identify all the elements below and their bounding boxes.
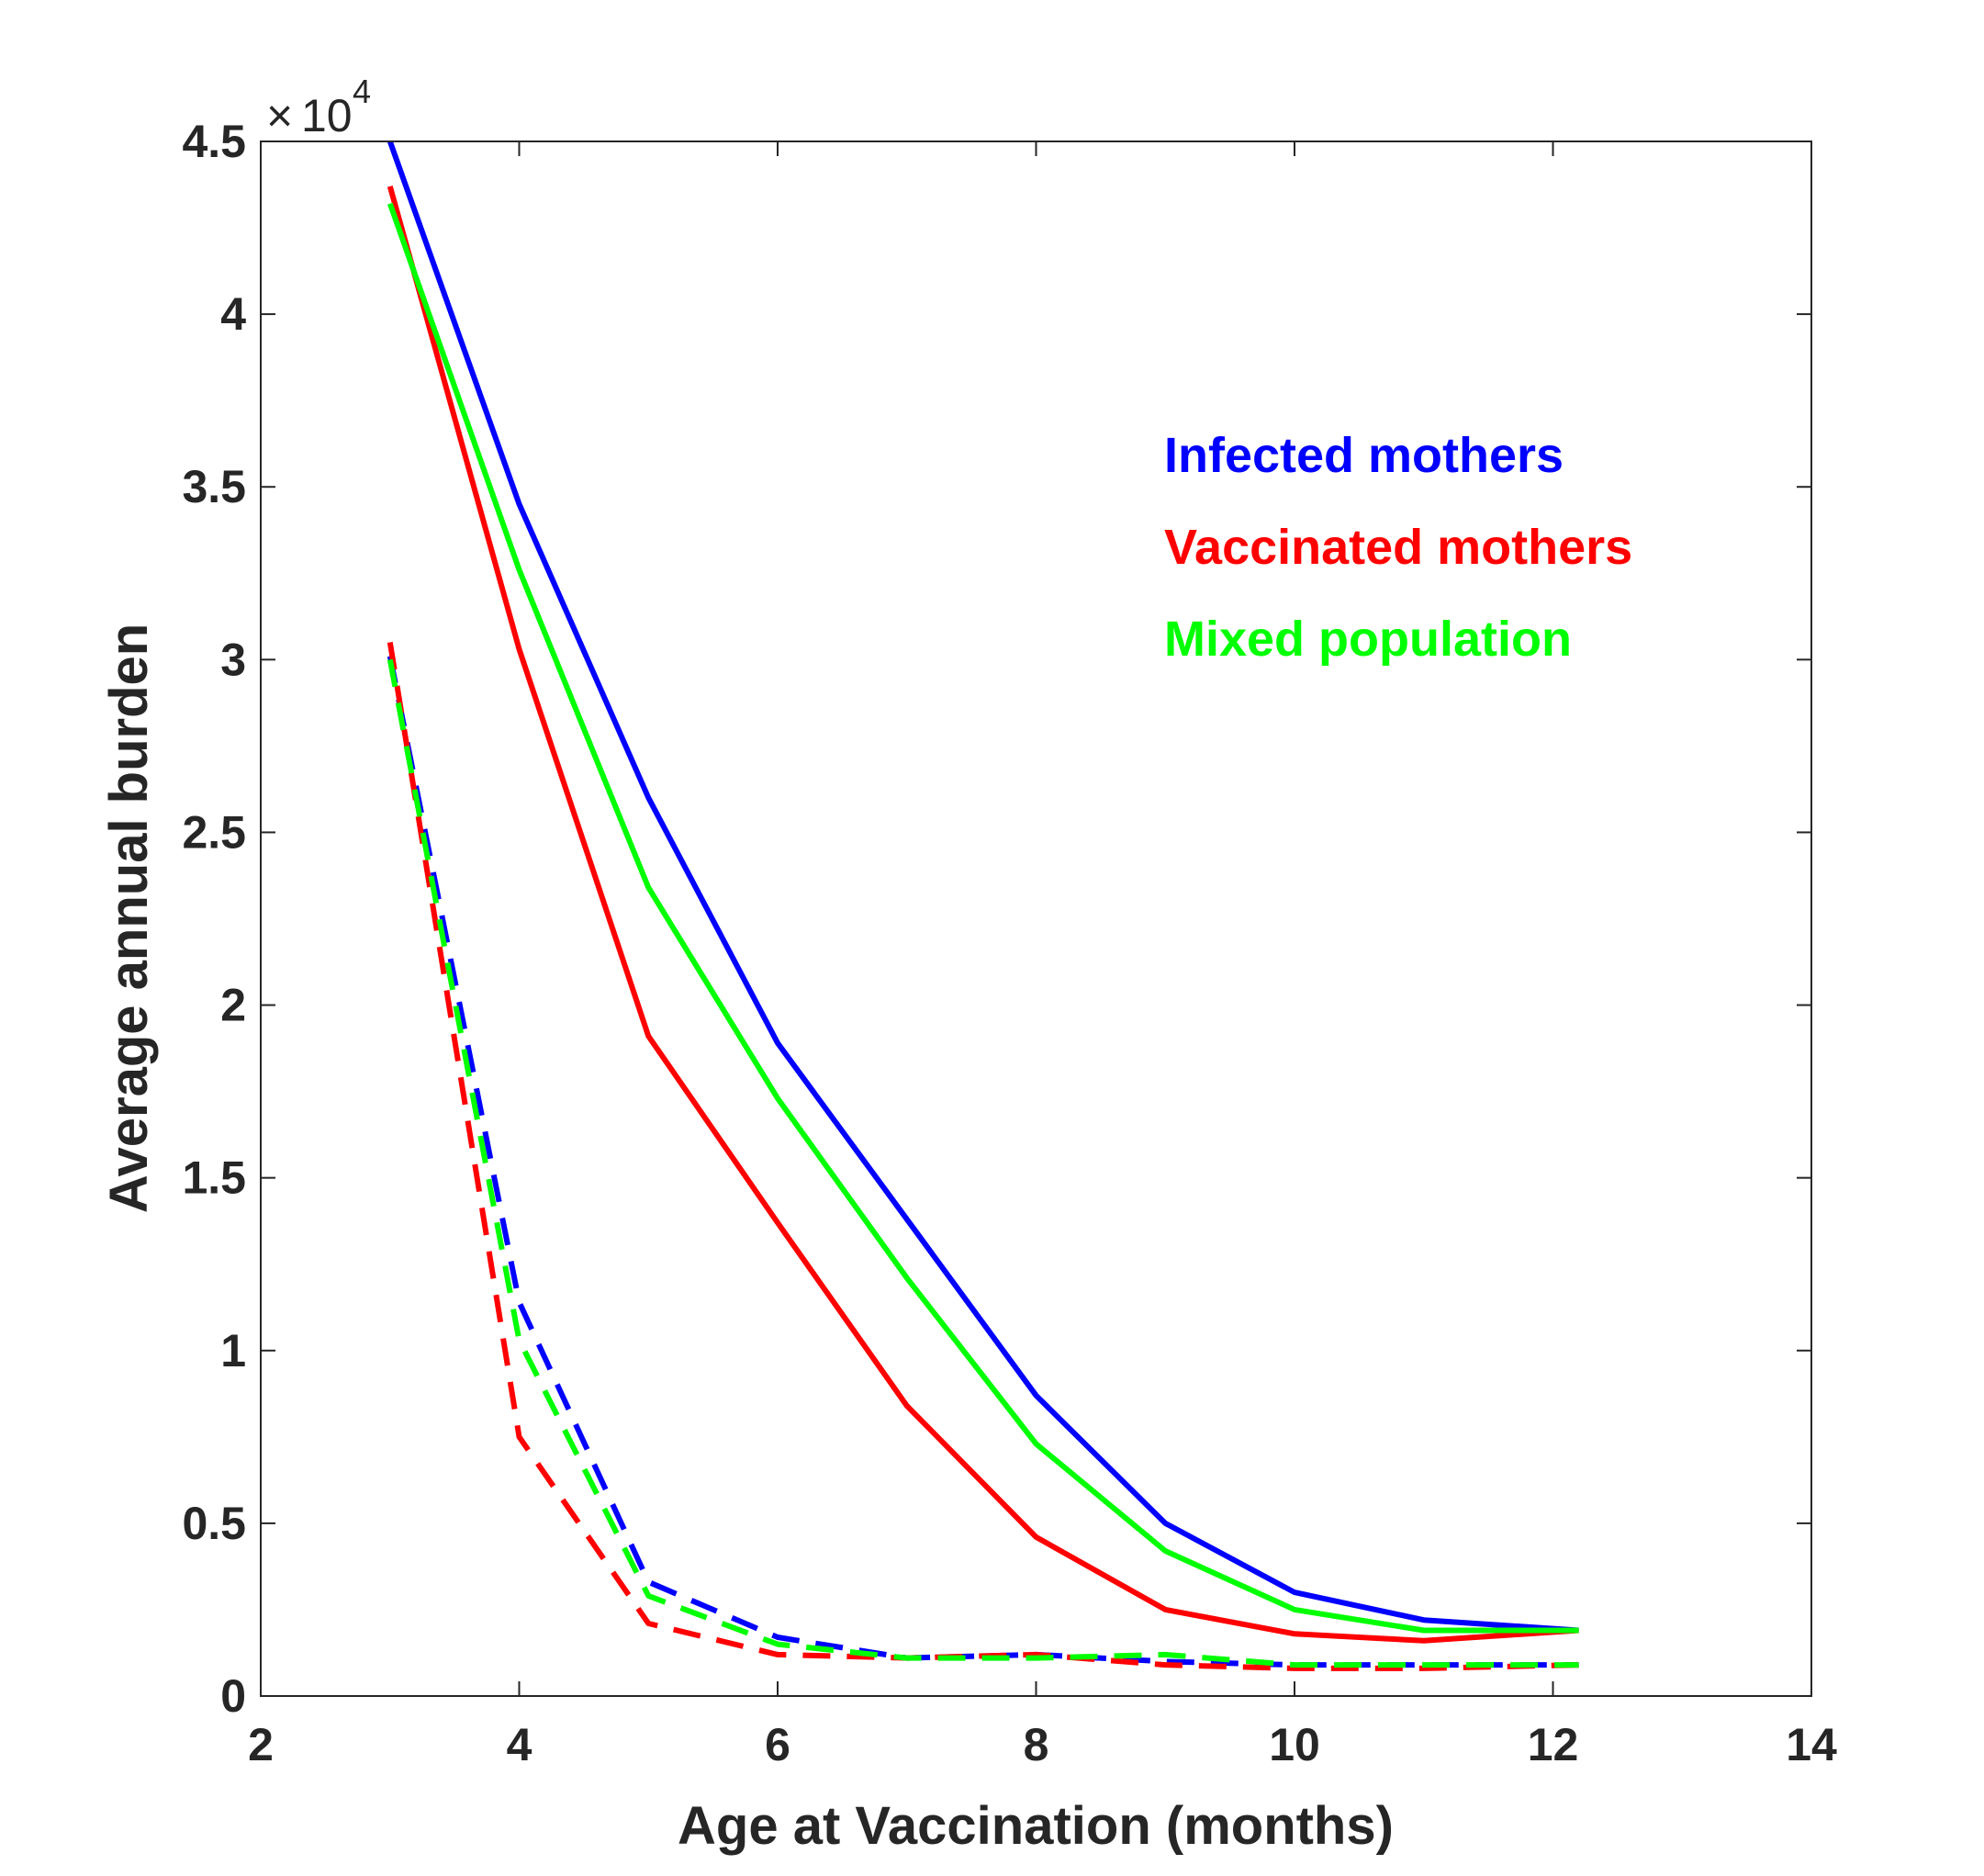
x-tick-label: 14 [1786, 1719, 1837, 1770]
x-tick-label: 4 [507, 1719, 532, 1770]
y-exponent-label: × 10 4 [266, 73, 371, 141]
y-tick-label: 0 [220, 1670, 246, 1722]
y-exponent-power: 4 [353, 73, 371, 110]
series-layer [387, 140, 1579, 1671]
y-tick-label: 4.5 [182, 116, 246, 167]
y-exponent-multiplier: × [266, 90, 293, 141]
series-line-mixed-population-dashed [387, 658, 1579, 1668]
y-exponent-base: 10 [301, 90, 353, 141]
y-tick-label: 2.5 [182, 806, 246, 858]
series-line-infected-mothers-solid [387, 140, 1579, 1634]
plot-area [261, 141, 1811, 1696]
series-line-mixed-population-solid [387, 202, 1579, 1634]
y-tick-label: 3.5 [182, 461, 246, 512]
y-tick-label: 4 [220, 288, 246, 340]
y-tick-label: 1.5 [182, 1152, 246, 1204]
y-axis-label: Average annual burden [99, 623, 159, 1213]
legend-entry-vaccinated-mothers: Vaccinated mothers [1164, 520, 1632, 575]
x-tick-label: 10 [1269, 1719, 1320, 1770]
x-tick-label: 6 [765, 1719, 790, 1770]
series-line-vaccinated-mothers-solid [387, 185, 1579, 1644]
tick-labels-layer: 2 4 6 8 10 12 14 0 0.5 1 1.5 2 2.5 3 3.5 4 4.5 [182, 116, 1837, 1770]
axes-box [260, 140, 1812, 1697]
x-tick-label: 12 [1528, 1719, 1579, 1770]
y-tick-label: 0.5 [182, 1498, 246, 1549]
legend: Infected mothers Vaccinated mothers Mixe… [1164, 428, 1632, 667]
y-tick-label: 3 [220, 634, 246, 685]
x-tick-label: 2 [248, 1719, 274, 1770]
legend-entry-mixed-population: Mixed population [1164, 612, 1572, 667]
y-tick-label: 2 [220, 980, 246, 1031]
y-tick-label: 1 [220, 1325, 246, 1376]
x-tick-label: 8 [1024, 1719, 1049, 1770]
x-axis-label: Age at Vaccination (months) [678, 1796, 1394, 1856]
legend-entry-infected-mothers: Infected mothers [1164, 428, 1564, 483]
